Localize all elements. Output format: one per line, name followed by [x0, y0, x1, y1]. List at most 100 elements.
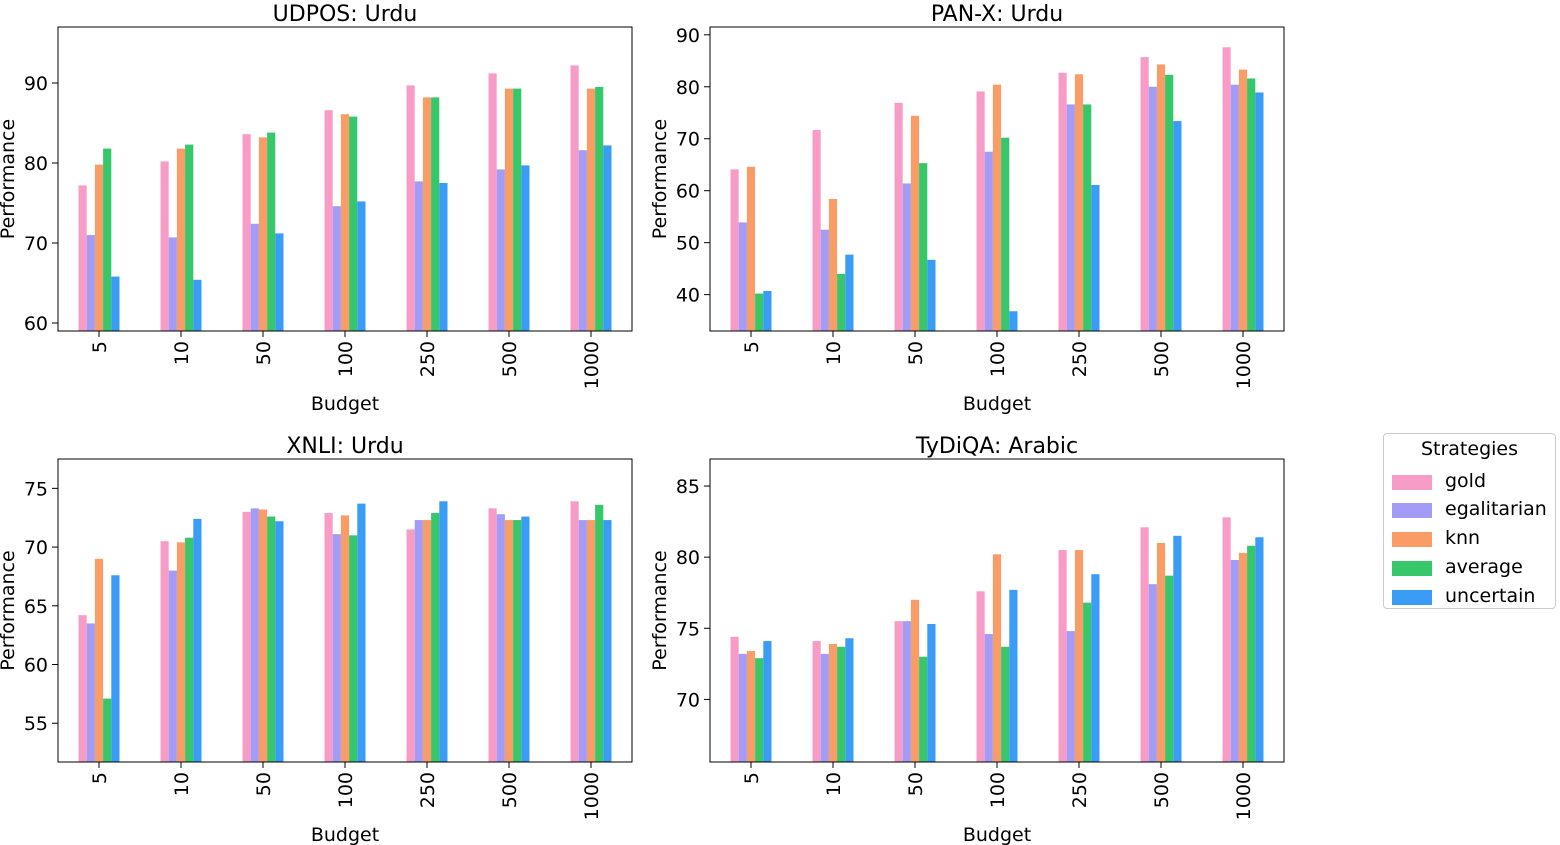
panel-2-bar-knn-50	[910, 115, 920, 331]
panel-1-bar-gold-250	[406, 85, 415, 332]
panel-3-xtick-label-250: 250	[417, 772, 439, 808]
panel-3-bar-uncertain-250	[439, 501, 448, 762]
panel-3-xtick-label-100: 100	[335, 772, 357, 808]
panel-1-ylabel: Performance	[0, 119, 19, 239]
panel-1-bar-egalitarian-50	[250, 223, 259, 331]
panel-4-bar-knn-250	[1074, 550, 1084, 762]
panel-4-bar-uncertain-50	[927, 624, 936, 762]
panel-2-title: PAN-X: Urdu	[931, 2, 1063, 27]
panel-1-bar-gold-10	[160, 161, 169, 331]
panel-1-bar-uncertain-100	[357, 201, 366, 331]
panel-3-bar-uncertain-10	[193, 518, 202, 762]
panel-3-bar-average-500	[513, 520, 522, 762]
panel-1-bar-average-1000	[595, 87, 604, 331]
panel-1-bar-knn-250	[422, 97, 432, 332]
panel-1-bar-knn-100	[340, 114, 350, 331]
panel-4-bar-gold-500	[1140, 527, 1149, 762]
panel-3-bar-uncertain-50	[275, 521, 284, 762]
panel-2-bar-egalitarian-50	[902, 183, 911, 331]
legend-swatch-egalitarian	[1392, 503, 1432, 518]
panel-3-bar-egalitarian-250	[414, 520, 423, 762]
panel-1-bar-average-250	[431, 97, 440, 332]
panel-1-ytick-label-80: 80	[24, 153, 48, 175]
panel-3-bar-uncertain-5	[111, 575, 120, 762]
panel-3-bar-knn-5	[94, 558, 104, 762]
panel-3-bar-gold-250	[406, 529, 415, 762]
panel-3-xlabel: Budget	[311, 824, 379, 845]
panel-3-ytick-label-65: 65	[24, 596, 48, 618]
legend-label-average: average	[1445, 556, 1523, 578]
panel-2-bar-knn-100	[992, 84, 1002, 331]
panel-4-xlabel: Budget	[963, 824, 1031, 845]
legend-swatch-gold	[1392, 475, 1432, 490]
panel-4-bar-gold-100	[976, 591, 985, 762]
panel-4-bar-average-1000	[1247, 545, 1256, 762]
panel-4-ytick-label-80: 80	[676, 547, 700, 569]
panel-4-bar-gold-50	[894, 621, 903, 762]
panel-1-title: UDPOS: Urdu	[273, 2, 418, 27]
panel-4-bar-uncertain-1000	[1255, 537, 1264, 762]
panel-1-bar-average-500	[513, 88, 522, 331]
panel-4-bar-knn-5	[746, 651, 756, 762]
panel-1-bar-uncertain-5	[111, 276, 120, 331]
panel-1-bar-knn-10	[176, 148, 186, 331]
legend-title: Strategies	[1420, 438, 1519, 460]
panel-3-ytick-label-60: 60	[24, 655, 48, 677]
panel-2-bar-uncertain-5	[763, 290, 772, 331]
panel-3-bar-gold-1000	[570, 501, 579, 762]
legend-label-uncertain: uncertain	[1445, 585, 1536, 607]
panel-3-bar-knn-100	[340, 515, 350, 762]
legend-label-gold: gold	[1445, 470, 1487, 492]
panel-3-bar-gold-5	[78, 615, 87, 762]
panel-2-bar-gold-100	[976, 91, 985, 331]
panel-2-ytick-label-80: 80	[676, 77, 700, 99]
panel-4-ylabel: Performance	[649, 550, 671, 670]
panel-4-bar-uncertain-500	[1173, 535, 1182, 762]
panel-2-ylabel: Performance	[649, 119, 671, 239]
panel-2-bar-uncertain-100	[1009, 311, 1018, 331]
panel-4-xtick-label-100: 100	[987, 772, 1009, 808]
panel-3-xtick-label-1000: 1000	[581, 772, 603, 820]
panel-3-bar-knn-500	[504, 520, 514, 762]
panel-4-bar-average-50	[919, 656, 928, 762]
panel-4-bar-knn-1000	[1238, 552, 1248, 762]
panel-1-bar-uncertain-50	[275, 233, 284, 331]
panel-4-bar-uncertain-250	[1091, 574, 1100, 762]
panel-2-bar-knn-500	[1156, 64, 1166, 332]
panel-3-bar-average-50	[267, 516, 276, 762]
panel-4-bar-average-250	[1083, 602, 1092, 762]
panel-4-xtick-label-50: 50	[905, 772, 927, 796]
panel-3-bar-egalitarian-100	[332, 534, 341, 762]
panel-3-bar-average-1000	[595, 504, 604, 762]
panel-1-bar-average-10	[185, 144, 194, 331]
panel-2-bar-egalitarian-100	[984, 151, 993, 331]
panel-2-xtick-label-100: 100	[987, 341, 1009, 377]
panel-1-bar-knn-50	[258, 137, 268, 331]
panel-4-ytick-label-85: 85	[676, 476, 700, 498]
panel-2-ytick-label-40: 40	[676, 285, 700, 307]
panel-1-bar-average-100	[349, 116, 358, 331]
panel-1-bar-egalitarian-1000	[578, 150, 587, 331]
panel-1-xtick-label-500: 500	[499, 341, 521, 377]
panel-1-ytick-label-60: 60	[24, 313, 48, 335]
panel-3-ylabel: Performance	[0, 550, 19, 670]
panel-2-bar-knn-1000	[1238, 69, 1248, 331]
panel-4-bar-uncertain-10	[845, 638, 854, 762]
panel-3-ytick-label-70: 70	[24, 537, 48, 559]
panel-1-bar-gold-100	[324, 110, 333, 331]
panel-1-xtick-label-5: 5	[89, 341, 111, 353]
panel-4-bar-average-500	[1165, 575, 1174, 762]
panel-1-bar-uncertain-250	[439, 183, 448, 331]
panel-3-bar-average-250	[431, 513, 440, 762]
panel-3-xtick-label-50: 50	[253, 772, 275, 796]
panel-3-bar-gold-100	[324, 513, 333, 762]
panel-3-bar-uncertain-100	[357, 503, 366, 762]
panel-2-xtick-label-5: 5	[741, 341, 763, 353]
panel-2-ytick-label-60: 60	[676, 181, 700, 203]
legend-swatch-knn	[1392, 532, 1432, 547]
panel-1-bar-average-5	[103, 148, 112, 331]
panel-2-xlabel: Budget	[963, 393, 1031, 415]
panel-2-bar-average-10	[837, 273, 846, 331]
panel-1-bar-gold-1000	[570, 65, 579, 332]
